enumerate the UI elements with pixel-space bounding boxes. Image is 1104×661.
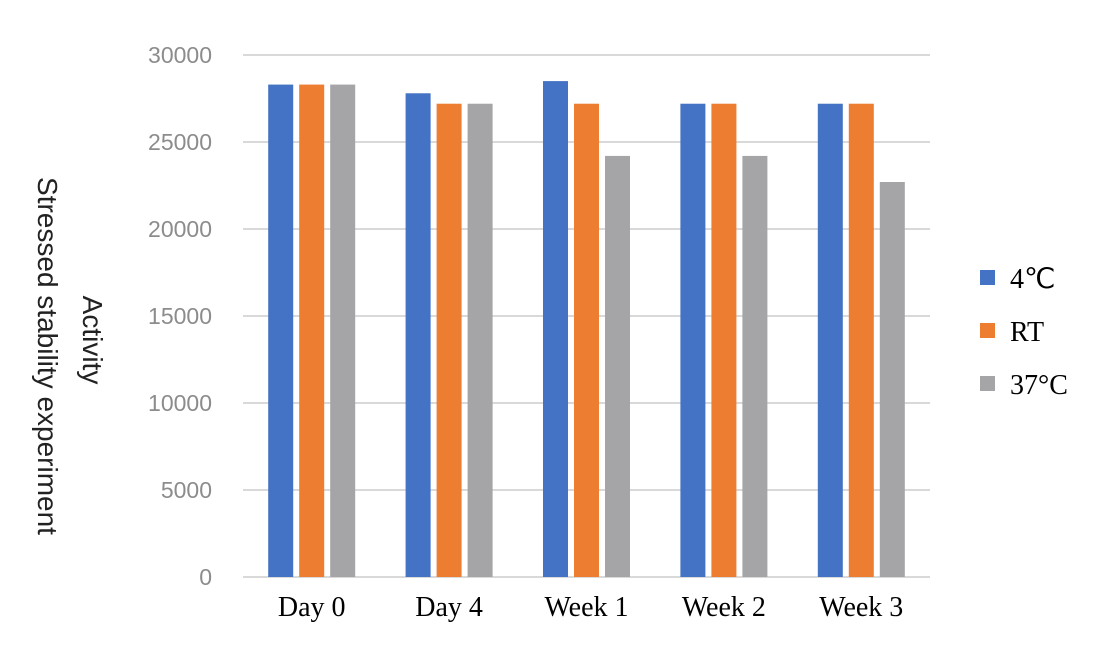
y-tick-label: 30000 — [148, 42, 212, 68]
bar — [711, 103, 737, 577]
legend-label: RT — [1010, 317, 1044, 348]
legend-label: 37°C — [1010, 370, 1068, 401]
bar — [543, 81, 568, 577]
legend-swatch — [980, 270, 995, 285]
legend-swatch — [980, 323, 995, 338]
x-category-label: Week 1 — [544, 592, 628, 623]
bar — [268, 84, 294, 577]
x-category-label: Day 4 — [415, 592, 483, 623]
bar — [574, 103, 599, 577]
y-tick-label: 5000 — [161, 477, 212, 503]
bar — [848, 103, 874, 577]
legend-swatch — [980, 376, 995, 391]
bar — [330, 84, 356, 577]
x-category-label: Week 3 — [819, 592, 903, 623]
legend: 4℃ RT 37°C — [980, 264, 1068, 401]
y-axis-label-line-2: Activity — [77, 296, 108, 385]
y-axis-label-line-1: Stressed stability experiment — [32, 177, 63, 535]
y-tick-label: 25000 — [148, 129, 212, 155]
bar — [742, 155, 768, 578]
bar — [680, 103, 706, 577]
x-category-label: Day 0 — [278, 592, 346, 623]
y-axis-ticks: 0 5000 10000 15000 20000 25000 30000 — [148, 42, 212, 590]
y-tick-label: 10000 — [148, 390, 212, 416]
bar — [467, 103, 493, 577]
x-category-label: Week 2 — [682, 592, 766, 623]
bar — [405, 93, 431, 577]
y-tick-label: 15000 — [148, 303, 212, 329]
bar — [879, 182, 905, 577]
bar — [817, 103, 843, 577]
bars — [268, 81, 905, 578]
bar — [436, 103, 462, 577]
y-axis-label: Stressed stability experiment Activity — [32, 177, 108, 535]
bar — [299, 84, 325, 577]
y-tick-label: 20000 — [148, 216, 212, 242]
x-axis-categories: Day 0 Day 4 Week 1 Week 2 Week 3 — [278, 592, 903, 623]
y-tick-label: 0 — [199, 564, 212, 590]
bar — [605, 155, 630, 578]
legend-label: 4℃ — [1010, 264, 1055, 295]
